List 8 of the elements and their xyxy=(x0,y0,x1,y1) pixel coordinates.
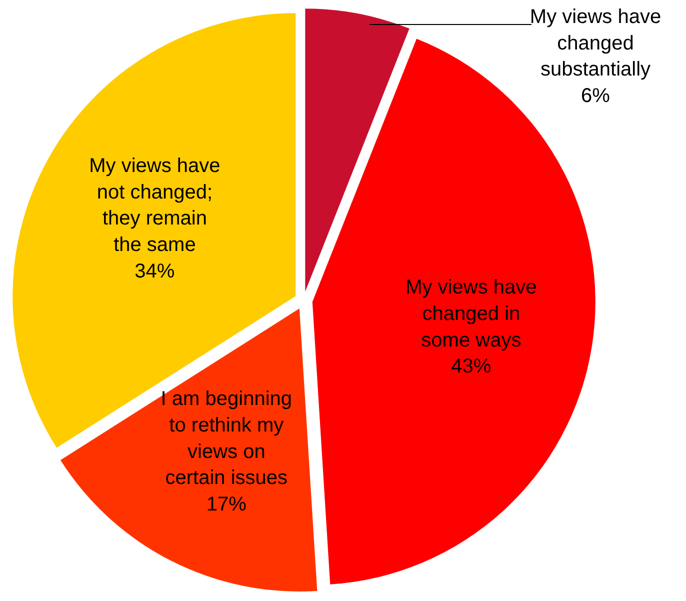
data-label: 6% xyxy=(581,85,610,108)
slice-label: My views have changed substantially xyxy=(530,6,662,81)
data-label: 17% xyxy=(206,494,247,516)
slice-label: My views have not changed; they remain the same xyxy=(89,154,220,256)
data-label: 43% xyxy=(451,356,492,378)
slice-label: I am beginning to rethink my views on certain issues xyxy=(160,388,292,490)
data-label: 34% xyxy=(134,260,175,282)
slice-label: My views have changed in some ways xyxy=(406,276,537,352)
